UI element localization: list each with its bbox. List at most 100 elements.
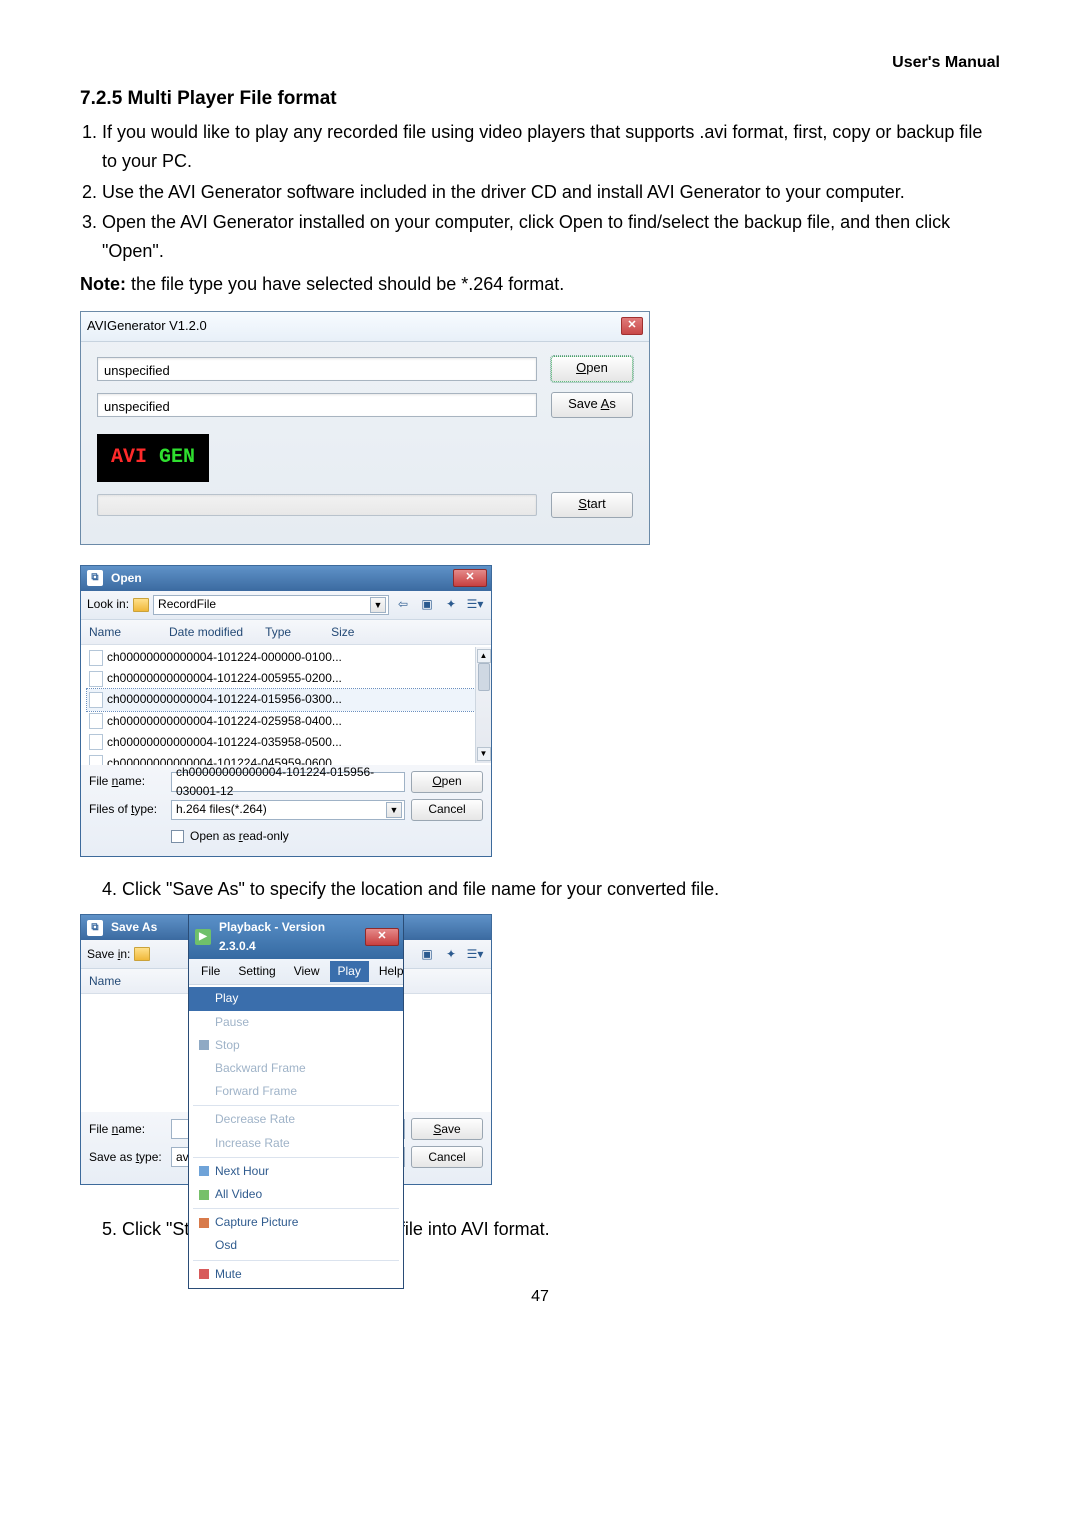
file-name: ch00000000000004-101224-015956-0300... bbox=[107, 690, 342, 709]
close-icon[interactable]: ✕ bbox=[453, 569, 487, 587]
document-icon bbox=[89, 692, 103, 708]
document-icon bbox=[89, 671, 103, 687]
playback-titlebar: ▶ Playback - Version 2.3.0.4 ✕ bbox=[189, 915, 403, 959]
menuitem-icon bbox=[199, 1040, 209, 1050]
start-button[interactable]: Start bbox=[551, 492, 633, 518]
menu-play[interactable]: Play bbox=[330, 961, 369, 982]
note-line: Note: the file type you have selected sh… bbox=[80, 270, 1000, 299]
open-toolbar: Look in: RecordFile ▼ ⇦ ▣ ✦ ☰▾ bbox=[81, 591, 491, 620]
newfolder-icon[interactable]: ✦ bbox=[441, 944, 461, 964]
menuitem-icon bbox=[199, 1138, 209, 1148]
saveas-button[interactable]: Save As bbox=[551, 392, 633, 418]
play-menu-dropdown: PlayPauseStopBackward FrameForward Frame… bbox=[189, 985, 403, 1287]
menuitem-osd[interactable]: Osd bbox=[189, 1234, 403, 1257]
scrollbar[interactable]: ▲ ▼ bbox=[475, 647, 491, 763]
file-row[interactable]: ch00000000000004-101224-000000-0100... bbox=[87, 647, 475, 668]
readonly-checkbox[interactable] bbox=[171, 830, 184, 843]
scroll-thumb[interactable] bbox=[478, 663, 490, 691]
close-icon[interactable]: ✕ bbox=[621, 317, 643, 335]
menuitem-icon bbox=[199, 994, 209, 1004]
menu-view[interactable]: View bbox=[286, 961, 328, 982]
menu-file[interactable]: File bbox=[193, 961, 228, 982]
menuitem-next-hour[interactable]: Next Hour bbox=[189, 1160, 403, 1183]
avigen-logo: AVI GEN bbox=[97, 434, 209, 482]
open-titlebar: ⧉ Open ✕ bbox=[81, 566, 491, 591]
up-icon[interactable]: ▣ bbox=[417, 944, 437, 964]
menuitem-icon bbox=[199, 1087, 209, 1097]
cancel-button[interactable]: Cancel bbox=[411, 799, 483, 821]
file-name: ch00000000000004-101224-045959-0600... bbox=[107, 754, 342, 765]
file-name: ch00000000000004-101224-000000-0100... bbox=[107, 648, 342, 667]
file-name: ch00000000000004-101224-005955-0200... bbox=[107, 669, 342, 688]
file-name: ch00000000000004-101224-025958-0400... bbox=[107, 712, 342, 731]
col-size[interactable]: Size bbox=[331, 623, 354, 642]
document-icon bbox=[89, 713, 103, 729]
document-icon bbox=[89, 650, 103, 666]
scroll-down-icon[interactable]: ▼ bbox=[477, 747, 491, 761]
newfolder-icon[interactable]: ✦ bbox=[441, 595, 461, 615]
menuitem-increase-rate: Increase Rate bbox=[189, 1132, 403, 1155]
menuitem-stop: Stop bbox=[189, 1034, 403, 1057]
avigenerator-window: AVIGenerator V1.2.0 ✕ unspecified Open u… bbox=[80, 311, 650, 545]
menuitem-capture-picture[interactable]: Capture Picture bbox=[189, 1211, 403, 1234]
menuitem-pause: Pause bbox=[189, 1011, 403, 1034]
menuitem-icon bbox=[199, 1241, 209, 1251]
menu-setting[interactable]: Setting bbox=[230, 961, 283, 982]
folder-icon bbox=[133, 598, 149, 612]
up-icon[interactable]: ▣ bbox=[417, 595, 437, 615]
lookin-combo[interactable]: RecordFile ▼ bbox=[153, 595, 389, 615]
menuitem-mute[interactable]: Mute bbox=[189, 1263, 403, 1286]
file-row[interactable]: ch00000000000004-101224-005955-0200... bbox=[87, 668, 475, 689]
menuitem-icon bbox=[199, 1190, 209, 1200]
col-date[interactable]: Date modified bbox=[169, 623, 243, 642]
playback-title: Playback - Version 2.3.0.4 bbox=[219, 918, 365, 956]
menuitem-all-video[interactable]: All Video bbox=[189, 1183, 403, 1206]
open-button[interactable]: Open bbox=[411, 771, 483, 793]
dest-input[interactable]: unspecified bbox=[97, 393, 537, 417]
filename-input[interactable]: ch00000000000004-101224-015956-030001-12 bbox=[171, 772, 405, 792]
dialog-icon: ⧉ bbox=[87, 570, 103, 586]
file-row[interactable]: ch00000000000004-101224-015956-0300... bbox=[87, 689, 475, 710]
playback-window: ▶ Playback - Version 2.3.0.4 ✕ FileSetti… bbox=[188, 914, 404, 1289]
chevron-down-icon[interactable]: ▼ bbox=[386, 802, 402, 818]
instruction-item: Open the AVI Generator installed on your… bbox=[102, 208, 1000, 266]
col-type[interactable]: Type bbox=[265, 623, 291, 642]
progress-bar bbox=[97, 494, 537, 516]
close-icon[interactable]: ✕ bbox=[365, 928, 399, 946]
views-icon[interactable]: ☰▾ bbox=[465, 944, 485, 964]
column-headers: Name Date modified Type Size bbox=[81, 620, 491, 645]
views-icon[interactable]: ☰▾ bbox=[465, 595, 485, 615]
saveas-title: Save As bbox=[111, 918, 157, 937]
chevron-down-icon[interactable]: ▼ bbox=[370, 597, 386, 613]
filetype-combo[interactable]: h.264 files(*.264) ▼ bbox=[171, 800, 405, 820]
section-title: 7.2.5 Multi Player File format bbox=[80, 84, 1000, 114]
filename-label: File name: bbox=[89, 1120, 165, 1139]
menuitem-forward-frame: Forward Frame bbox=[189, 1080, 403, 1103]
lookin-label: Look in: bbox=[87, 595, 129, 614]
savetype-label: Save as type: bbox=[89, 1148, 165, 1167]
avigen-titlebar: AVIGenerator V1.2.0 ✕ bbox=[81, 312, 649, 342]
source-input[interactable]: unspecified bbox=[97, 357, 537, 381]
open-title: Open bbox=[111, 569, 142, 588]
open-button[interactable]: Open bbox=[551, 356, 633, 382]
save-button[interactable]: Save bbox=[411, 1118, 483, 1140]
file-row[interactable]: ch00000000000004-101224-035958-0500... bbox=[87, 732, 475, 753]
menuitem-play[interactable]: Play bbox=[189, 987, 403, 1010]
file-row[interactable]: ch00000000000004-101224-025958-0400... bbox=[87, 711, 475, 732]
back-icon[interactable]: ⇦ bbox=[393, 595, 413, 615]
note-text: the file type you have selected should b… bbox=[126, 274, 564, 294]
menu-help[interactable]: Help bbox=[371, 961, 412, 982]
file-list: ch00000000000004-101224-000000-0100... ch… bbox=[81, 645, 491, 765]
document-icon bbox=[89, 755, 103, 764]
readonly-label: Open as read-only bbox=[190, 827, 289, 846]
col-name[interactable]: Name bbox=[89, 623, 121, 642]
file-row[interactable]: ch00000000000004-101224-045959-0600... bbox=[87, 753, 475, 765]
menuitem-icon bbox=[199, 1218, 209, 1228]
open-dialog: ⧉ Open ✕ Look in: RecordFile ▼ ⇦ ▣ ✦ ☰▾ … bbox=[80, 565, 492, 858]
cancel-button[interactable]: Cancel bbox=[411, 1146, 483, 1168]
menuitem-backward-frame: Backward Frame bbox=[189, 1057, 403, 1080]
menuitem-icon bbox=[199, 1269, 209, 1279]
col-name[interactable]: Name bbox=[89, 972, 121, 991]
instruction-list: If you would like to play any recorded f… bbox=[80, 118, 1000, 266]
scroll-up-icon[interactable]: ▲ bbox=[477, 649, 491, 663]
